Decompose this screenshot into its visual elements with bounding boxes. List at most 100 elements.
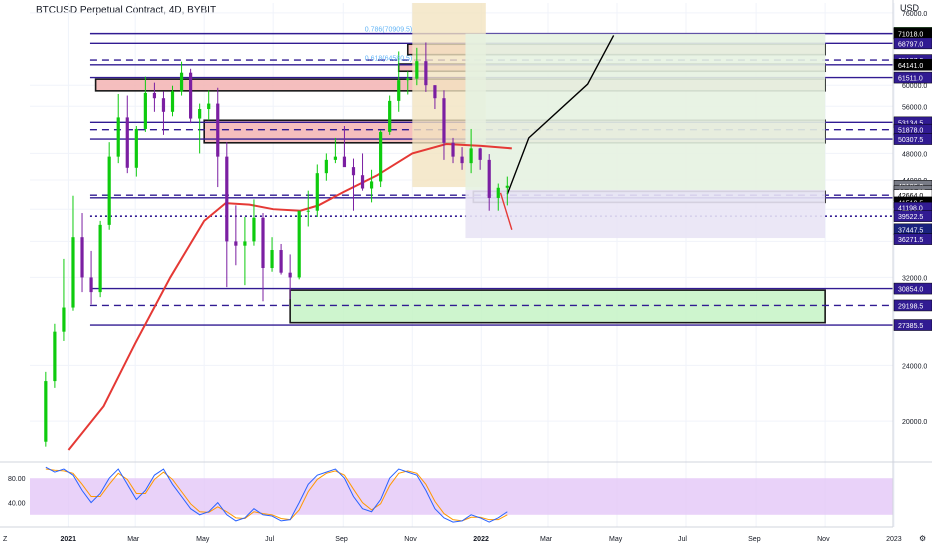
candle-body (98, 224, 102, 293)
target-projection-box (465, 33, 826, 190)
candle-body (397, 80, 401, 101)
candle-body (89, 277, 93, 293)
price-label-box (893, 37, 932, 50)
candles-layer (44, 42, 509, 447)
time-tick-label: Nov (817, 536, 830, 543)
price-label-box (893, 210, 932, 222)
projection-layer (412, 3, 826, 239)
time-tick-label: Mar (540, 536, 553, 543)
price-label: 39522.5 (898, 214, 923, 221)
candle-body (107, 156, 111, 225)
price-tick-label: 56000.0 (902, 104, 927, 111)
price-label: 27385.5 (898, 323, 923, 330)
candle-body (351, 167, 356, 176)
candle-body (288, 272, 292, 278)
price-label-box (893, 319, 932, 331)
price-axis: 76000.060000.056000.048000.044000.040000… (892, 0, 932, 527)
time-tick-label: Jul (678, 536, 687, 543)
candle-body (379, 131, 383, 182)
price-label-box (893, 133, 932, 145)
candle-body (342, 156, 347, 168)
price-tick-label: 48000.0 (902, 151, 927, 158)
price-label: 41198.0 (898, 206, 923, 213)
candle-body (189, 72, 193, 119)
candle-body (487, 159, 491, 198)
candle-body (369, 181, 374, 189)
candle-body (80, 237, 84, 278)
oscillator-layer: 80.00 40.00 (0, 461, 932, 523)
price-tick-label: 76000.0 (902, 11, 927, 18)
candle-body (198, 109, 202, 119)
candle-body (388, 100, 392, 132)
candle-body (134, 128, 138, 168)
time-tick-label: Nov (404, 536, 417, 543)
price-label: 30854.0 (898, 287, 923, 294)
price-label: 64141.0 (898, 63, 923, 70)
candle-body (496, 187, 500, 198)
candle-body (62, 307, 66, 332)
time-tick-label: 2023 (886, 536, 902, 543)
price-label: 50307.5 (898, 137, 923, 144)
candle-body (143, 92, 147, 129)
time-tick-label: May (196, 536, 210, 543)
stoch-k-line (45, 466, 508, 523)
candle-body (243, 241, 247, 246)
candle-body (415, 61, 419, 79)
candle-body (252, 217, 256, 242)
price-label: 36271.5 (898, 237, 923, 244)
candle-body (216, 103, 220, 157)
currency-label: USD (900, 3, 920, 13)
price-label: 51878.0 (898, 128, 923, 135)
fib-layer: 0.786(70909.5) 0.618(64580.5) (365, 27, 412, 63)
candle-body (125, 117, 129, 168)
candle-body (116, 117, 120, 157)
stoch-tick-label: 40.00 (8, 501, 26, 508)
candle-body (478, 148, 482, 160)
candle-body (270, 250, 274, 269)
bull-path-arrow (506, 35, 615, 195)
price-label: 68797.0 (898, 41, 923, 48)
candle-body (315, 173, 319, 211)
price-label: 53134.5 (898, 120, 923, 127)
zone-green (289, 289, 826, 324)
price-label: 29198.5 (898, 303, 923, 310)
candle-body (152, 92, 157, 99)
price-tick-label: 32000.0 (902, 275, 927, 282)
stoch-tick-label: 80.00 (8, 476, 26, 483)
candle-body (306, 210, 310, 212)
time-tick-label: 2022 (473, 536, 489, 543)
price-label-box (893, 282, 932, 295)
time-tick-label: Mar (127, 536, 140, 543)
candle-body (261, 217, 265, 269)
price-label-box (893, 233, 932, 245)
price-tick-label: 24000.0 (902, 363, 927, 370)
candle-body (406, 78, 410, 81)
candle-body (297, 210, 301, 278)
candle-body (451, 142, 455, 157)
settings-gear-icon: ⚙ (919, 534, 926, 543)
candle-body (179, 72, 184, 92)
time-tick-label: Jul (265, 536, 274, 543)
candle-body (53, 331, 57, 382)
candle-body (279, 250, 283, 273)
price-label-box (893, 71, 932, 84)
bear-path-arrow (499, 192, 513, 230)
ema-line (67, 143, 512, 451)
candle-body (161, 98, 166, 112)
price-label: 61511.0 (898, 76, 923, 83)
time-tick-label: Sep (748, 536, 761, 543)
candle-body (234, 241, 238, 246)
price-tick-label: 20000.0 (902, 419, 927, 426)
candle-body (44, 381, 48, 442)
stoch-band (30, 478, 893, 515)
price-label: 71018.0 (898, 32, 923, 39)
candle-body (469, 148, 473, 164)
candle-body (333, 156, 337, 160)
candle-body (433, 85, 437, 99)
time-axis: 2021 Mar May Jul Sep Nov 2022 Mar May Jul Sep Nov 20… (0, 526, 926, 543)
timezone-mark: Z (3, 536, 8, 543)
price-label: 37447.5 (898, 227, 923, 234)
candle-body (324, 159, 328, 174)
price-label-box (893, 59, 932, 71)
